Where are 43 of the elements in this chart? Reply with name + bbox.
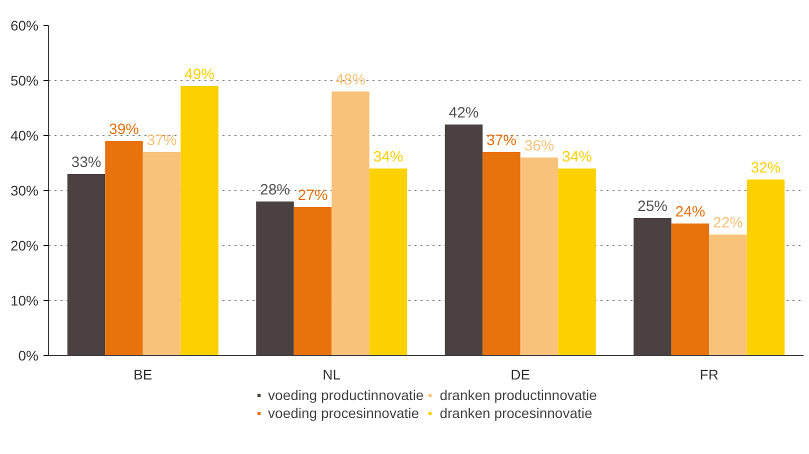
data-label: 22%: [712, 214, 744, 232]
y-tick-label: 20%: [10, 238, 39, 254]
x-tick-label: BE: [134, 366, 152, 382]
x-tick-label: NL: [322, 366, 341, 382]
bar: [746, 180, 785, 356]
data-label: 37%: [486, 132, 517, 149]
data-label: 37%: [146, 132, 177, 149]
data-label: 34%: [373, 148, 404, 166]
bar: [558, 168, 596, 356]
y-tick-label: 60%: [10, 18, 39, 34]
data-label: 49%: [184, 66, 215, 83]
legend-label: dranken productinnovatie: [440, 387, 597, 403]
bar: [180, 86, 218, 356]
bar: [105, 141, 143, 356]
y-tick-label: 30%: [10, 182, 39, 198]
y-tick-label: 0%: [18, 348, 38, 364]
data-label: 34%: [562, 148, 592, 166]
bar: [142, 152, 181, 356]
y-tick-label: 10%: [10, 292, 39, 308]
data-label: 36%: [524, 138, 554, 154]
data-label: 48%: [335, 72, 366, 88]
data-label: 42%: [448, 104, 479, 122]
bar: [294, 207, 332, 356]
bar: [520, 158, 558, 356]
data-label: 39%: [108, 121, 140, 138]
data-label: 28%: [260, 182, 290, 198]
legend-label: dranken procesinnovatie: [440, 405, 592, 421]
data-label: 33%: [71, 154, 102, 171]
x-tick-label: FR: [700, 366, 718, 382]
y-tick-label: 40%: [10, 128, 39, 144]
data-label: 24%: [675, 204, 706, 220]
data-label: 32%: [750, 160, 781, 176]
legend-label: voeding procesinnovatie: [268, 405, 420, 421]
bar: [671, 224, 710, 356]
data-label: 27%: [298, 187, 328, 204]
bar: [369, 168, 408, 356]
bar: [709, 234, 747, 356]
bar: [332, 92, 370, 356]
data-label: 25%: [637, 198, 668, 215]
bar: [482, 152, 520, 356]
y-tick-label: 50%: [10, 72, 39, 88]
legend-label: voeding productinnovatie: [268, 387, 424, 403]
x-tick-label: DE: [510, 366, 530, 382]
